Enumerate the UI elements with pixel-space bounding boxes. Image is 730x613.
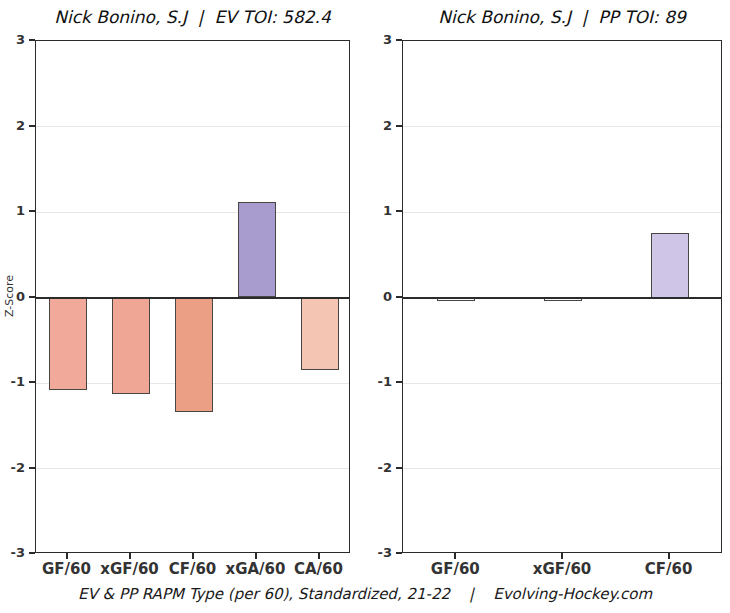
left-chart-title: Nick Bonino, S.J | EV TOI: 582.4: [35, 7, 350, 27]
y-tick-mark: [396, 552, 402, 554]
y-tick-mark: [29, 125, 35, 127]
gridline-y-2: [36, 126, 349, 127]
y-tick-label: 1: [360, 203, 392, 219]
gridline-y--2: [36, 468, 349, 469]
x-tick-mark: [318, 553, 320, 559]
y-tick-mark: [29, 296, 35, 298]
x-tick-mark: [668, 553, 670, 559]
gridline-y-1: [403, 212, 721, 213]
bar-xgf-60: [112, 298, 150, 395]
y-tick-mark: [396, 381, 402, 383]
y-tick-label: 2: [0, 118, 25, 134]
y-tick-label: 3: [360, 32, 392, 48]
zero-line: [403, 297, 721, 299]
y-tick-mark: [396, 210, 402, 212]
y-tick-label: 2: [360, 118, 392, 134]
right-chart-plot-area: [402, 40, 722, 553]
y-tick-label: 0: [0, 289, 25, 305]
y-tick-mark: [29, 552, 35, 554]
left-chart-plot-area: [35, 40, 350, 553]
x-tick-label-xgf-60: xGF/60: [520, 560, 604, 578]
y-tick-label: 3: [0, 32, 25, 48]
rapm-figure: Nick Bonino, S.J | EV TOI: 582.4 Nick Bo…: [0, 0, 730, 613]
gridline-y-1: [36, 212, 349, 213]
x-tick-label-gf-60: GF/60: [413, 560, 497, 578]
bar-cf-60: [175, 298, 213, 413]
x-tick-label-ca-60: CA/60: [277, 560, 361, 578]
x-tick-mark: [255, 553, 257, 559]
y-tick-mark: [396, 296, 402, 298]
y-tick-mark: [396, 467, 402, 469]
y-tick-label: -3: [0, 545, 25, 561]
y-tick-mark: [29, 39, 35, 41]
y-tick-label: -1: [0, 374, 25, 390]
x-tick-mark: [129, 553, 131, 559]
y-tick-label: -3: [360, 545, 392, 561]
bar-xga-60: [238, 202, 276, 298]
bar-gf-60: [49, 298, 87, 390]
y-tick-mark: [396, 125, 402, 127]
y-tick-label: 0: [360, 289, 392, 305]
x-tick-mark: [561, 553, 563, 559]
y-tick-label: -1: [360, 374, 392, 390]
bar-ca-60: [301, 298, 339, 371]
gridline-y-2: [403, 126, 721, 127]
gridline-y--1: [403, 383, 721, 384]
bar-cf-60: [651, 233, 689, 297]
y-tick-mark: [396, 39, 402, 41]
y-tick-label: -2: [0, 460, 25, 476]
gridline-y--2: [403, 468, 721, 469]
x-tick-mark: [454, 553, 456, 559]
x-tick-label-cf-60: CF/60: [627, 560, 711, 578]
y-tick-label: 1: [0, 203, 25, 219]
y-tick-mark: [29, 381, 35, 383]
y-tick-label: -2: [360, 460, 392, 476]
figure-caption: EV & PP RAPM Type (per 60), Standardized…: [0, 585, 730, 603]
zero-line: [36, 297, 349, 299]
x-tick-mark: [192, 553, 194, 559]
right-chart-title: Nick Bonino, S.J | PP TOI: 89: [402, 7, 722, 27]
y-tick-mark: [29, 210, 35, 212]
y-tick-mark: [29, 467, 35, 469]
x-tick-mark: [66, 553, 68, 559]
